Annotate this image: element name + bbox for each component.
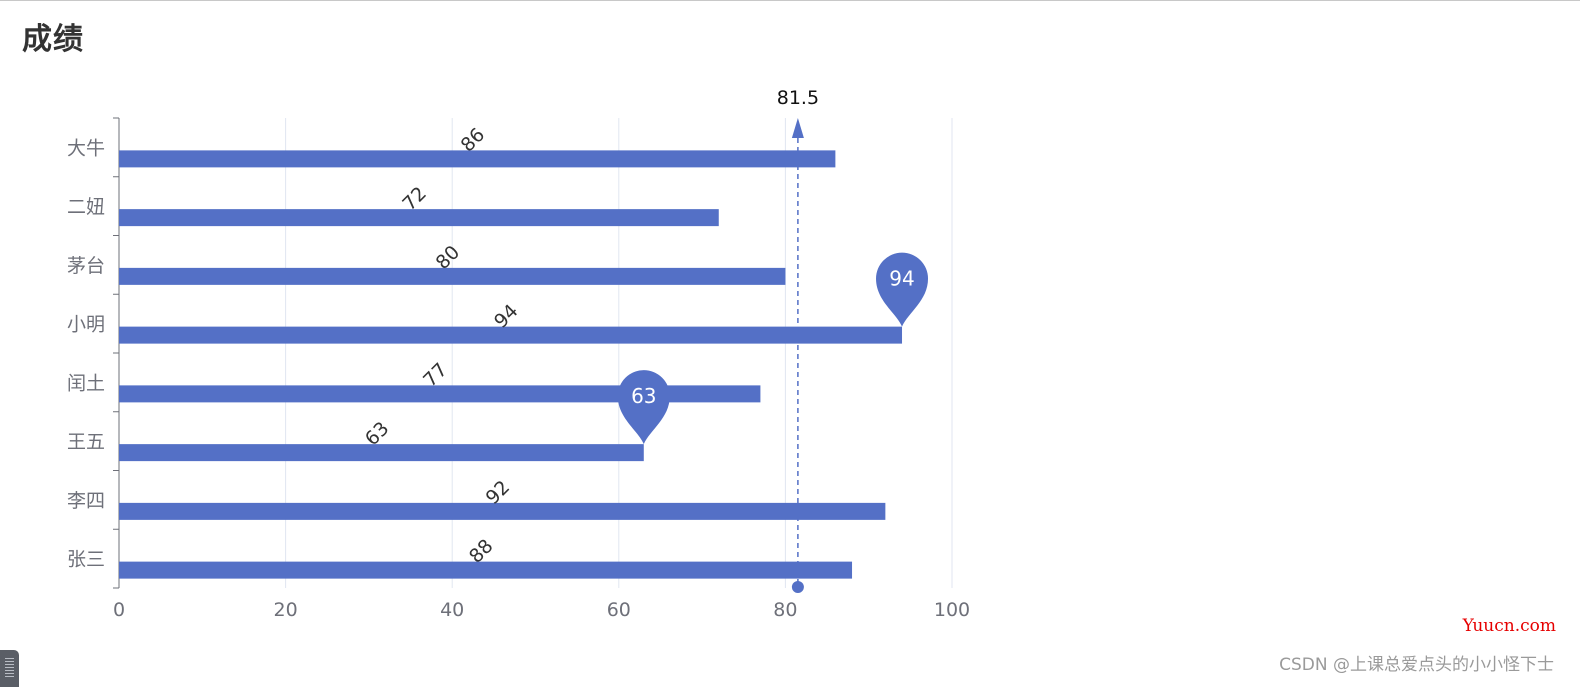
top-border	[0, 0, 1580, 1]
author-watermark: CSDN @上课总爱点头的小小怪下士	[1279, 655, 1554, 675]
y-tick-label: 茅台	[67, 255, 105, 277]
y-tick-label: 张三	[67, 549, 105, 571]
y-tick-label: 二妞	[67, 196, 105, 218]
y-tick-label: 闰土	[67, 372, 105, 394]
bar	[119, 150, 836, 168]
x-tick-label: 80	[773, 599, 797, 621]
bar	[119, 385, 761, 403]
bar	[119, 561, 853, 579]
bar	[119, 267, 786, 285]
average-line-label: 81.5	[777, 87, 819, 109]
x-tick-label: 20	[274, 599, 298, 621]
bar	[119, 326, 903, 344]
max-mark-label: 94	[889, 267, 914, 291]
bar	[119, 444, 644, 462]
bar	[119, 502, 886, 520]
site-watermark: Yuucn.com	[1462, 616, 1556, 636]
min-mark-label: 63	[631, 384, 656, 408]
x-tick-label: 40	[440, 599, 464, 621]
average-line-arrow	[791, 118, 804, 138]
bar	[119, 209, 719, 227]
y-tick-label: 大牛	[67, 137, 105, 159]
max-mark-pin	[876, 252, 929, 327]
x-tick-label: 100	[934, 599, 970, 621]
chart-title: 成绩	[22, 22, 84, 57]
y-tick-label: 王五	[67, 431, 105, 453]
average-line-start-dot	[791, 581, 804, 593]
x-tick-label: 0	[113, 599, 125, 621]
scroll-handle[interactable]	[0, 650, 19, 687]
y-tick-label: 李四	[67, 490, 105, 512]
x-tick-label: 60	[607, 599, 631, 621]
min-mark-pin	[617, 370, 670, 445]
y-tick-label: 小明	[67, 314, 105, 336]
